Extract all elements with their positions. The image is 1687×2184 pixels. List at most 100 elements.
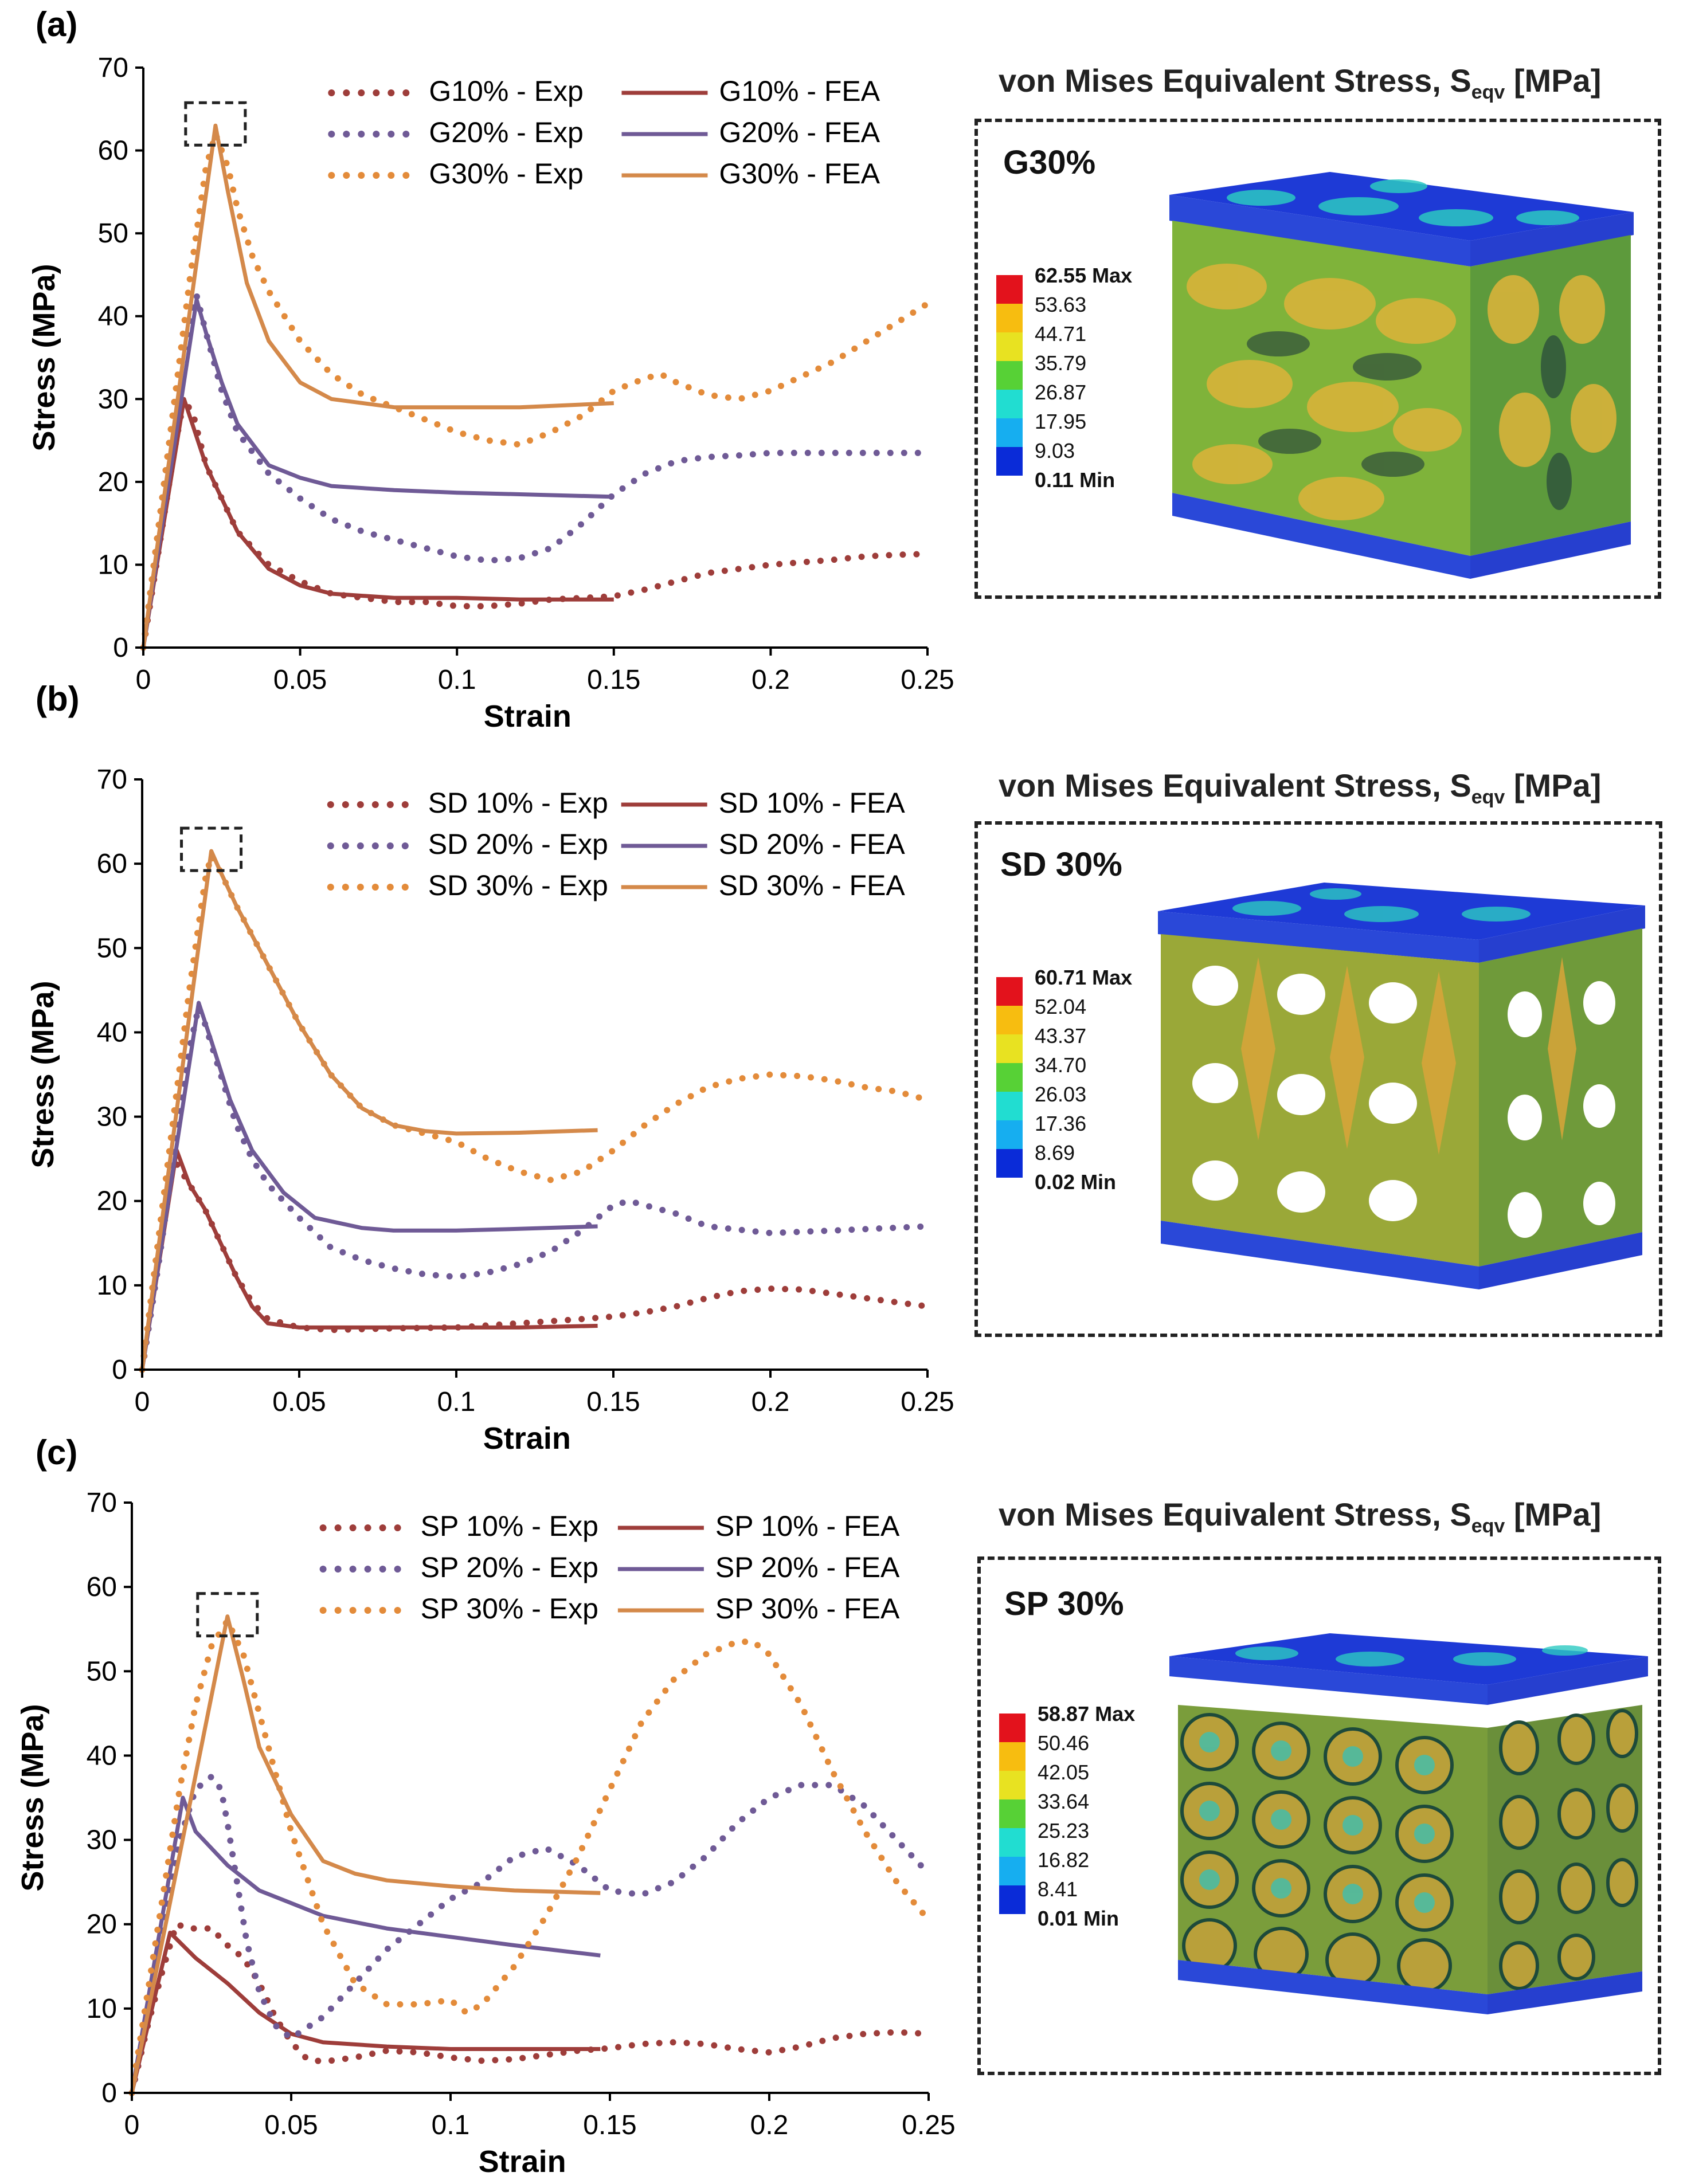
series-g20-fea — [141, 297, 614, 648]
legend-label: SP 30% - FEA — [715, 1593, 900, 1625]
y-tick-label: 40 — [87, 1740, 117, 1771]
colorbar-min: 0.02 Min — [1035, 1170, 1117, 1194]
colorbar-swatch — [996, 275, 1023, 304]
diamond-lattice-model — [1158, 883, 1645, 1289]
series-sd-30-exp — [139, 852, 931, 1373]
colorbar-swatch — [999, 1771, 1025, 1799]
y-tick-label: 40 — [97, 1017, 127, 1048]
stress-title-main: von Mises Equivalent Stress, S — [999, 62, 1471, 99]
y-tick-label: 0 — [112, 1355, 127, 1385]
colorbar-level: 34.70 — [1035, 1053, 1087, 1077]
series-sp-30-fea — [130, 1614, 601, 2093]
x-tick-label: 0.05 — [264, 2110, 318, 2140]
series-sd-20-fea — [140, 1001, 598, 1370]
y-tick-label: 10 — [98, 550, 128, 580]
y-tick-label: 70 — [98, 53, 128, 83]
colorbar-level: 16.82 — [1038, 1848, 1090, 1872]
primitive-lattice-model — [1169, 1633, 1648, 2014]
x-tick-label: 0.25 — [901, 665, 954, 695]
y-tick-label: 0 — [101, 2078, 117, 2108]
colorbar-swatch — [996, 977, 1023, 1006]
series-g30-exp — [140, 131, 931, 651]
x-axis-label: Strain — [479, 2144, 566, 2179]
legend-label: SD 10% - Exp — [428, 787, 608, 819]
colorbar-level: 25.23 — [1038, 1819, 1090, 1842]
stress-title-unit: [MPa] — [1505, 767, 1602, 803]
colorbar — [996, 275, 1023, 476]
colorbar-level: 43.37 — [1035, 1024, 1087, 1048]
colorbar-level: 53.63 — [1035, 293, 1087, 316]
y-tick-label: 30 — [98, 384, 128, 414]
colorbar-max: 62.55 Max — [1035, 264, 1133, 287]
series-sp-10-fea — [130, 1930, 601, 2093]
x-tick-label: 0.25 — [901, 1387, 954, 1417]
legend-label: SD 20% - Exp — [428, 828, 608, 860]
y-tick-label: 50 — [98, 218, 128, 249]
y-tick-label: 40 — [98, 301, 128, 332]
x-tick-label: 0.2 — [751, 1387, 790, 1417]
legend-label: G30% - Exp — [429, 158, 584, 190]
colorbar-level: 44.71 — [1035, 322, 1087, 346]
x-tick-label: 0.15 — [586, 1387, 640, 1417]
colorbar-level: 50.46 — [1038, 1731, 1090, 1755]
stress-title: von Mises Equivalent Stress, Seqv [MPa] — [999, 62, 1601, 104]
colorbar-min: 0.11 Min — [1035, 468, 1115, 492]
chart-b: 0 10 20 30 40 50 60 70 0 0.05 0.1 0.15 0.2 0.25 Strain… — [26, 764, 954, 1450]
x-tick-label: 0.05 — [273, 665, 327, 695]
colorbar-swatch — [996, 1120, 1023, 1149]
colorbar-level: 26.87 — [1035, 381, 1087, 404]
colorbar-max: 60.71 Max — [1035, 966, 1133, 989]
y-tick-label: 30 — [97, 1102, 127, 1132]
legend-label: G20% - FEA — [719, 116, 880, 148]
y-tick-label: 50 — [97, 933, 127, 963]
series-sp-20-exp — [128, 1773, 932, 2096]
x-tick-label: 0 — [136, 665, 151, 695]
series-sd-10-fea — [140, 1148, 598, 1370]
legend-label: SP 30% - Exp — [421, 1593, 598, 1625]
x-tick-label: 0.15 — [583, 2110, 636, 2140]
gyroid-lattice-model — [1169, 172, 1634, 579]
y-axis-label: Stress (MPa) — [26, 981, 60, 1168]
stress-title-unit: [MPa] — [1505, 62, 1602, 99]
stress-title-sub: eqv — [1471, 786, 1505, 809]
x-tick-label: 0.1 — [437, 1387, 476, 1417]
legend-label: G10% - Exp — [429, 75, 584, 107]
colorbar-level: 26.03 — [1035, 1083, 1087, 1106]
legend-label: SD 10% - FEA — [719, 787, 906, 819]
fem-frame — [974, 821, 1662, 1337]
colorbar-level: 35.79 — [1035, 351, 1087, 375]
x-tick-label: 0.15 — [587, 665, 640, 695]
colorbar-swatch — [999, 1828, 1025, 1857]
colorbar-swatch — [999, 1857, 1025, 1885]
colorbar-swatch — [996, 390, 1023, 418]
y-tick-label: 30 — [87, 1825, 117, 1856]
legend-label: SP 10% - Exp — [421, 1510, 598, 1542]
stress-title: von Mises Equivalent Stress, Seqv [MPa] — [999, 767, 1601, 809]
colorbar-level: 8.41 — [1038, 1877, 1078, 1901]
colorbar-swatch — [996, 418, 1023, 447]
colorbar-swatch — [999, 1714, 1025, 1742]
x-tick-label: 0.25 — [902, 2110, 955, 2140]
series-g30-fea — [141, 123, 614, 648]
series-g10-exp — [140, 395, 931, 651]
colorbar-swatch — [996, 332, 1023, 361]
x-axis-label: Strain — [483, 1421, 571, 1450]
colorbar-level: 9.03 — [1035, 439, 1075, 462]
colorbar-labels: 60.71 Max 52.04 43.37 34.70 26.03 17.36 … — [1035, 963, 1132, 1197]
legend-label: SP 20% - FEA — [715, 1551, 900, 1583]
colorbar-swatch — [996, 1006, 1023, 1034]
y-tick-label: 20 — [98, 467, 128, 497]
y-tick-label: 60 — [97, 849, 127, 879]
legend-label: G30% - FEA — [719, 158, 880, 190]
colorbar-level: 17.95 — [1035, 410, 1087, 433]
panel-letter-b: (b) — [36, 680, 80, 718]
legend-label: SD 30% - FEA — [719, 869, 906, 901]
series-sp-20-fea — [130, 1795, 601, 2093]
x-tick-label: 0.2 — [750, 2110, 789, 2140]
colorbar — [999, 1714, 1025, 1914]
legend-label: SP 10% - FEA — [715, 1510, 900, 1542]
stress-title-main: von Mises Equivalent Stress, S — [999, 1496, 1471, 1532]
model-label: SD 30% — [1000, 846, 1122, 883]
x-axis-label: Strain — [484, 699, 572, 734]
colorbar-labels: 62.55 Max 53.63 44.71 35.79 26.87 17.95 … — [1035, 261, 1132, 495]
